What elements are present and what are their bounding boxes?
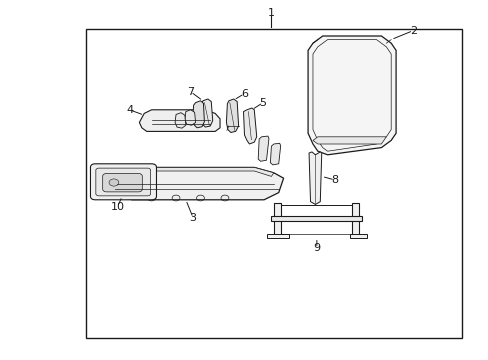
Text: 1: 1 <box>267 8 274 18</box>
Polygon shape <box>258 136 268 161</box>
Polygon shape <box>308 152 321 204</box>
FancyBboxPatch shape <box>96 168 150 196</box>
Bar <box>85 29 461 338</box>
Polygon shape <box>192 101 204 128</box>
Text: 9: 9 <box>313 243 320 253</box>
Polygon shape <box>243 108 256 144</box>
Polygon shape <box>271 216 361 221</box>
Polygon shape <box>307 36 395 155</box>
Text: 7: 7 <box>187 87 194 97</box>
Text: 8: 8 <box>331 175 338 185</box>
Polygon shape <box>139 110 220 131</box>
Polygon shape <box>351 203 359 236</box>
Polygon shape <box>349 234 366 238</box>
Text: 2: 2 <box>409 26 416 36</box>
Text: 3: 3 <box>189 213 196 223</box>
Text: 10: 10 <box>110 202 124 212</box>
Text: 6: 6 <box>241 89 247 99</box>
Text: 4: 4 <box>126 105 133 115</box>
Polygon shape <box>226 99 238 132</box>
FancyBboxPatch shape <box>102 174 142 192</box>
Polygon shape <box>312 137 386 144</box>
Polygon shape <box>127 167 273 176</box>
Polygon shape <box>273 203 281 236</box>
Polygon shape <box>266 234 288 238</box>
Polygon shape <box>270 143 280 165</box>
Polygon shape <box>184 110 195 125</box>
Polygon shape <box>175 113 185 128</box>
Circle shape <box>109 179 119 186</box>
Text: 5: 5 <box>259 98 266 108</box>
Polygon shape <box>201 99 212 127</box>
Polygon shape <box>112 167 283 200</box>
FancyBboxPatch shape <box>90 164 156 200</box>
